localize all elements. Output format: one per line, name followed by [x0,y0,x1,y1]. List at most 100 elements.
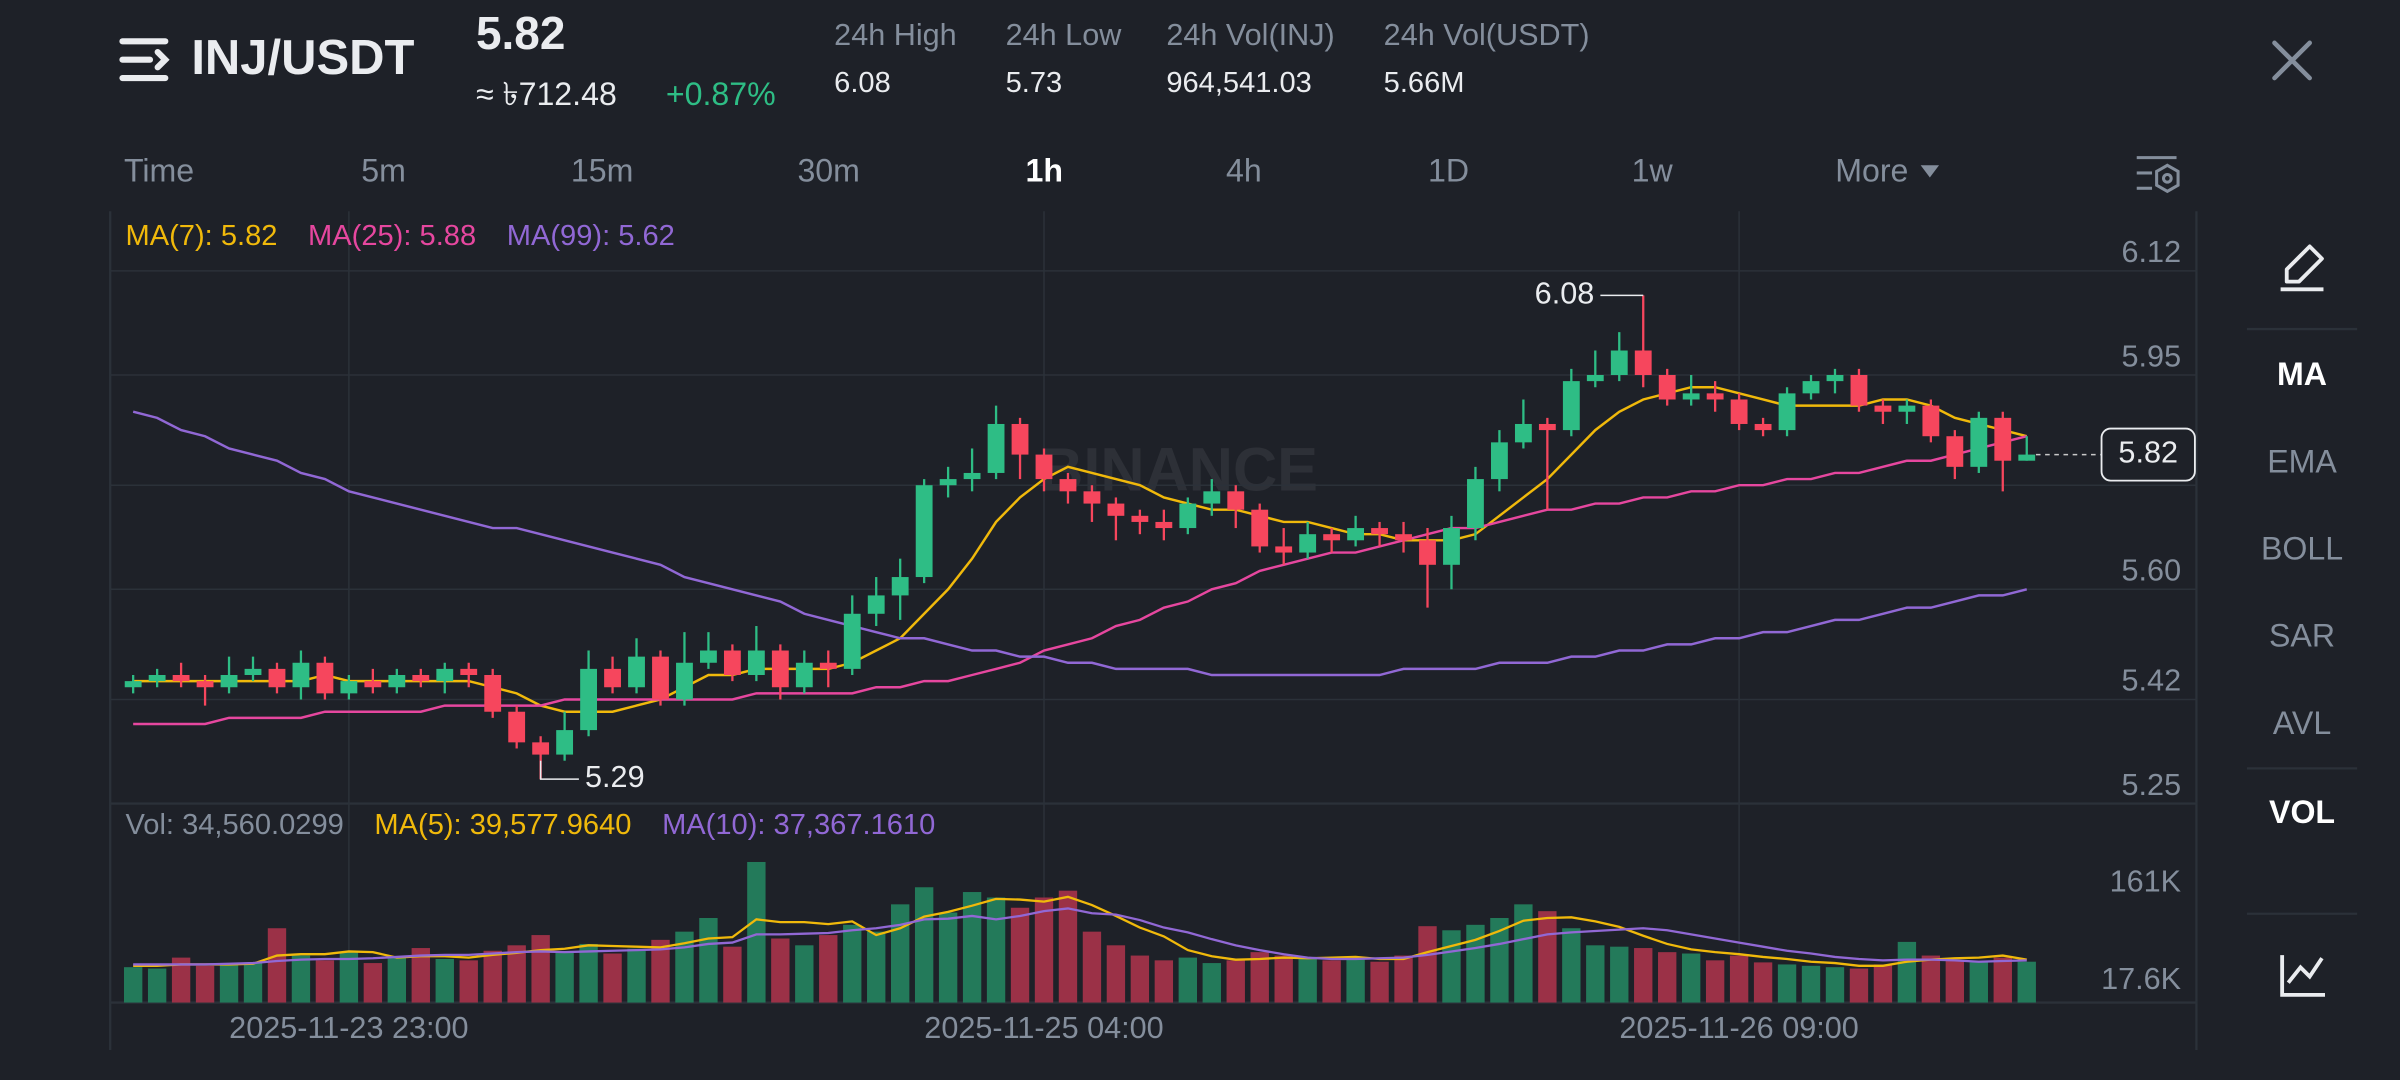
candle-body [1778,393,1796,431]
legend-entry: MA(10): 37,367.1610 [662,809,935,841]
volume-bar [795,945,814,1003]
candle-body [1275,546,1293,553]
candle-body [843,613,861,669]
indicator-option[interactable]: AVL [2273,705,2331,741]
candle-body [652,656,669,700]
candle-body [1946,436,1964,467]
candle-body [604,668,621,688]
candle-body [1323,534,1341,541]
volume-bar [843,924,862,1003]
y-tick-label: 6.12 [2122,235,2182,269]
dropdown-arrow [1920,165,1940,178]
candle-body [1083,491,1101,504]
timeframe-tab[interactable]: More [1835,152,1908,188]
candle-body [124,681,142,688]
volume-bar [507,945,526,1003]
volume-bar [603,953,622,1003]
indicator-option[interactable]: BOLL [2261,531,2343,567]
chart-settings-icon[interactable] [2136,156,2180,194]
volume-bar [1322,960,1341,1003]
legend-entry: MA(5): 39,577.9640 [374,809,631,841]
volume-bar [579,943,598,1003]
volume-bar [459,960,478,1003]
candle-body [1754,423,1772,431]
candle-body [2018,454,2036,461]
candle-body [867,595,885,614]
volume-bar [891,904,910,1003]
volume-bar [1777,964,1797,1003]
stat-value: 6.08 [834,67,891,99]
timeframe-tab[interactable]: 30m [797,152,860,188]
price: 5.82 [476,7,565,59]
side-separators [2246,327,2358,915]
legend-entry: MA(99): 5.62 [507,220,675,252]
volume-bar [411,948,430,1003]
indicator-option[interactable]: MA [2277,356,2327,392]
y-tick-label: 5.42 [2122,664,2182,698]
candle-body [268,668,286,688]
timeframe-tab[interactable]: 1w [1632,152,1674,188]
indicator-option[interactable]: VOL [2269,794,2335,830]
indicator-option[interactable]: EMA [2267,443,2337,479]
volume-bar [1514,904,1533,1003]
timeframe-tab[interactable]: 15m [571,152,634,188]
candle-body [340,681,358,694]
volume-ma-line [133,907,2027,966]
volume-ma-line [133,895,2027,967]
candle-body [747,650,765,675]
volume-bar [1705,960,1725,1003]
candle-body [244,668,262,675]
timeframe-tab[interactable]: 1h [1026,152,1064,188]
volume-bar [1945,960,1965,1003]
candle-body [1491,442,1508,480]
volume-bar [219,964,239,1003]
candle-body [819,662,837,669]
timeframe-tab[interactable]: 4h [1226,152,1262,188]
volume-bar [363,963,383,1003]
candle-body [1682,393,1700,400]
menu-icon[interactable] [119,38,170,82]
volume-bar [267,928,287,1003]
candle-body [1826,375,1844,382]
candle-body [1874,405,1892,412]
candle-body [1203,491,1221,504]
close-button[interactable] [2272,40,2312,81]
volume-bar [651,939,670,1003]
y-tick-label: 5.25 [2122,768,2182,802]
volume-bar [1897,941,1917,1003]
candle-body [1347,528,1365,541]
indicator-icon[interactable] [2280,955,2325,997]
volume-bar [1034,897,1054,1003]
candle-body [1035,454,1053,480]
candle-body [1850,375,1868,406]
timeframe-tab[interactable]: 1D [1428,152,1469,188]
volume-bar [531,935,550,1003]
volume-bar [986,897,1006,1003]
annotation-label: 5.29 [585,760,645,794]
volume-bar [1370,961,1389,1003]
candle-body [1371,528,1388,535]
legend-entry: MA(25): 5.88 [308,220,476,252]
stat-label: 24h Vol(USDT) [1384,18,1590,52]
volume-bar [1993,957,2012,1003]
volume-bar [1849,968,1869,1003]
indicator-option[interactable]: SAR [2269,618,2335,654]
candle-body [1131,515,1149,522]
candle-body [1443,528,1460,565]
volume-bar [1753,962,1773,1003]
volume-bar [171,957,191,1003]
candle-body [292,662,310,688]
draw-tool-icon[interactable] [2280,244,2324,292]
candle-body [484,675,502,712]
symbol: INJ/USDT [191,31,414,85]
candle-body [1227,491,1245,510]
candle-body [1155,521,1173,529]
candle-body [460,668,478,675]
volume-bar [675,931,694,1003]
volume-bar [1274,955,1293,1003]
timeframe-tab[interactable]: Time [124,152,194,188]
timeframe-tab[interactable]: 5m [361,152,406,188]
volume-bar [435,958,454,1003]
volume-bar [483,950,502,1003]
x-tick-label: 2025-11-25 04:00 [924,1011,1163,1045]
